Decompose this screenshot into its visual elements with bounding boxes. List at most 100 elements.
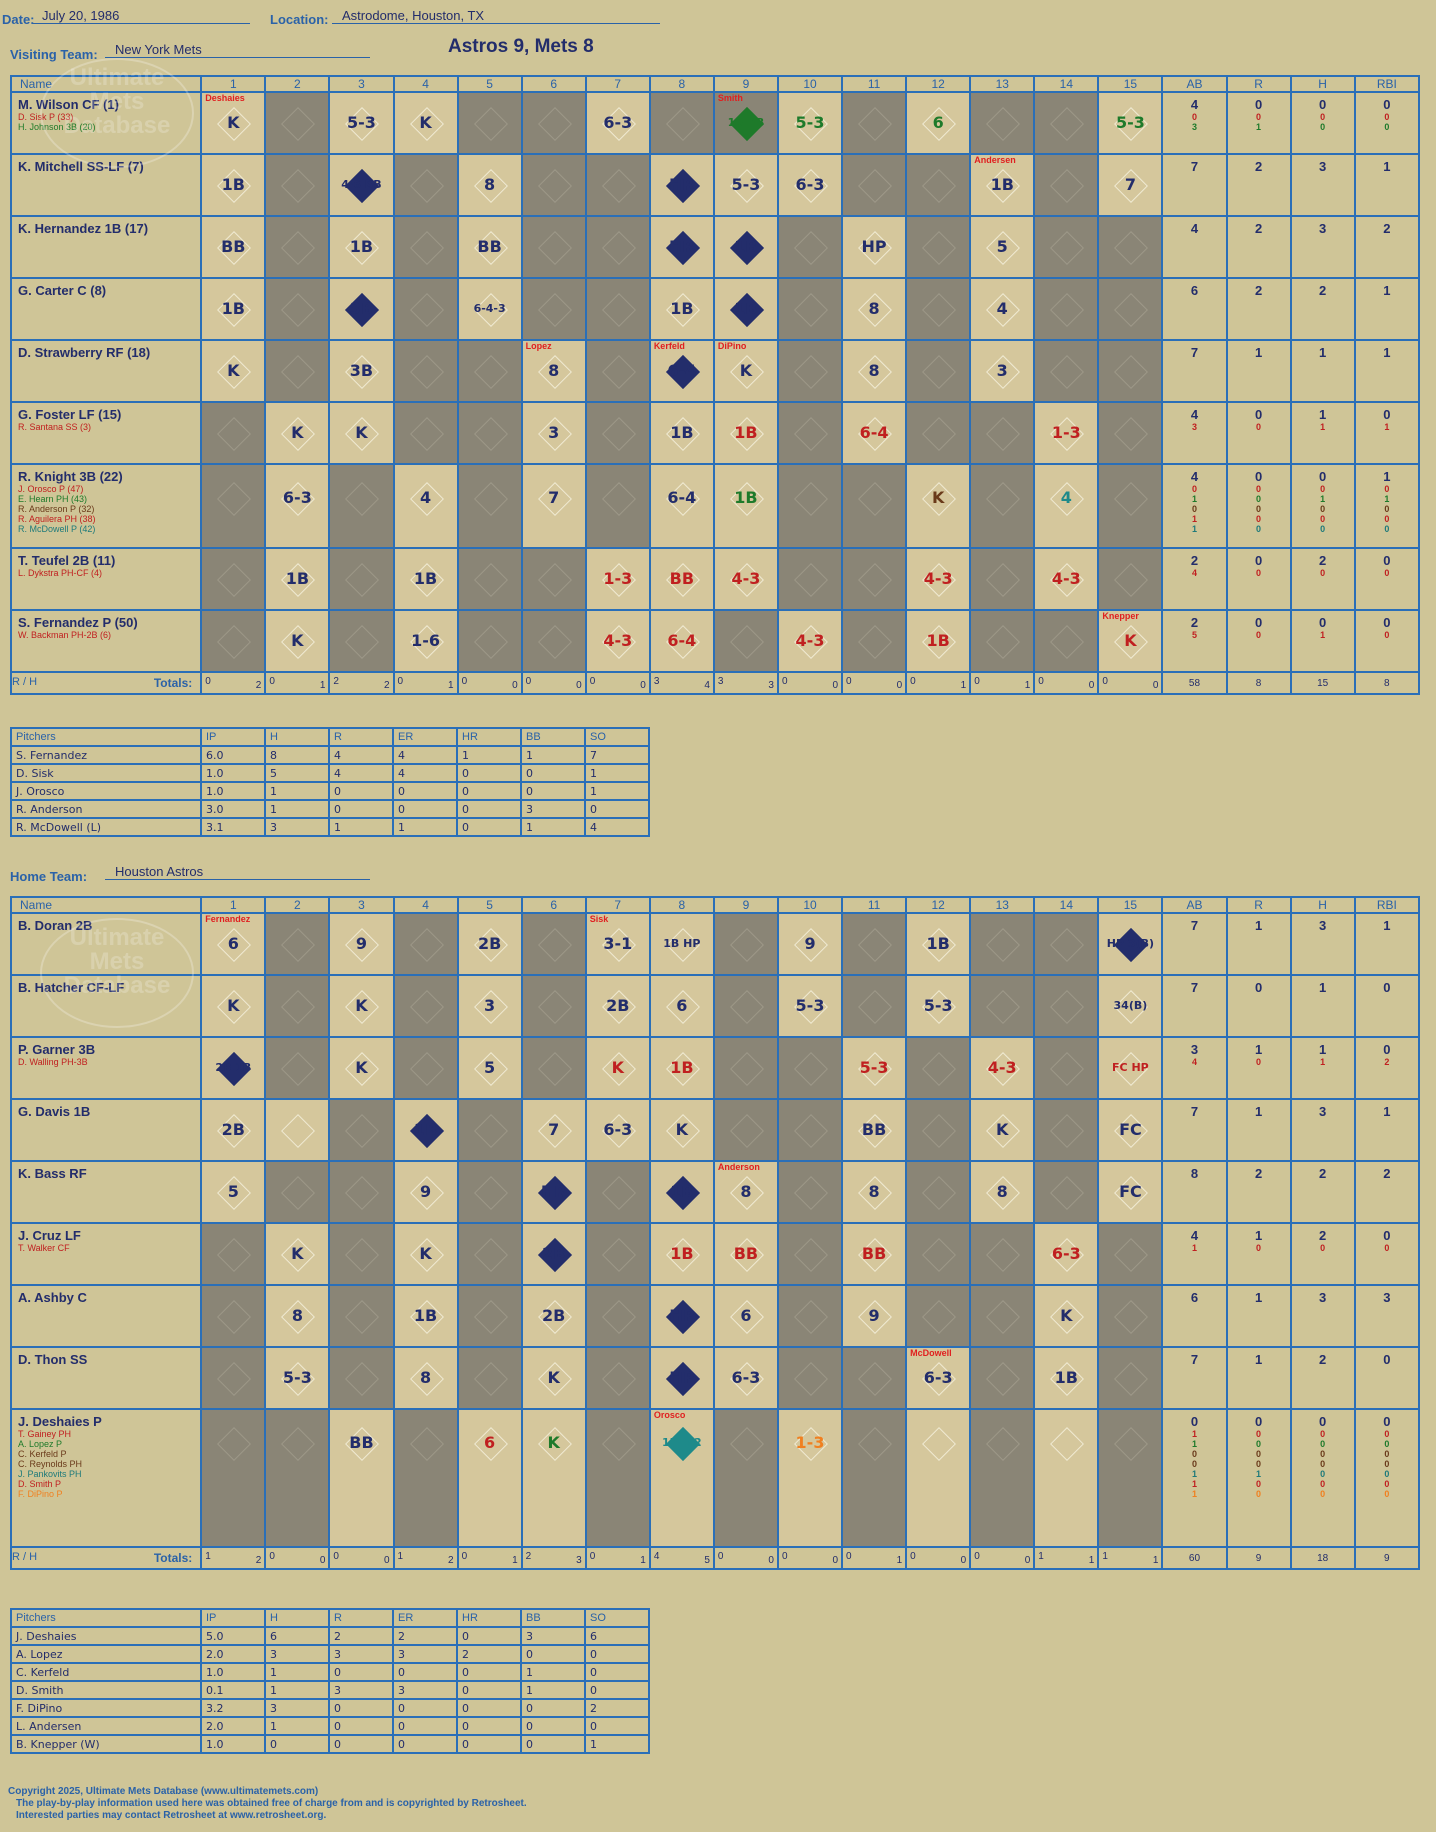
at-bat-cell: FC [1097,1160,1164,1224]
inning-header: 8 [648,75,715,93]
play-result: 4-3 [987,1058,1017,1077]
play-result: 1B [734,299,758,318]
pitcher-change-note: Lopez [525,341,552,351]
diamond-icon [537,231,572,265]
at-bat-cell: 6-3 [1033,1222,1100,1286]
diamond-icon [281,231,316,265]
diamond-icon [601,482,636,516]
player-row: T. Teufel 2B (11) L. Dykstra PH-CF (4) 1B 1… [9,547,1421,611]
inning-header: 9 [712,75,779,93]
pitcher-name: D. Sisk [10,763,202,783]
at-bat-cell: HR [648,153,715,217]
watermark-logo: Ultimate Mets Database [40,58,194,168]
at-bat-cell [969,1408,1036,1548]
at-bat-cell: HP 3(B) [1097,912,1164,976]
inning-header: 7 [584,75,651,93]
diamond-icon [473,482,508,516]
at-bat-cell: 1B [200,153,267,217]
at-bat-cell: 4 [1033,463,1100,549]
sub-stat-value: 0 [1256,1459,1262,1469]
at-bat-cell [841,153,908,217]
play-result: 5-3 [1115,113,1145,132]
pitcher-row: L. Andersen 2.0 1 0 0 0 0 0 [10,1716,650,1736]
play-result: K [419,113,432,132]
pitching-stat: 0 [392,1734,458,1754]
pitching-stat: 6.0 [200,745,266,765]
play-result: BB [669,569,695,588]
play-result: 1B [670,423,694,442]
at-bat-cell: 8 [841,1160,908,1224]
substitute-name: T. Walker CF [18,1243,70,1253]
diamond-icon [537,563,572,597]
stat-value: 1 [1383,345,1391,360]
pitcher-change-note: Smith [717,93,743,103]
at-bat-cell [264,912,331,976]
pitching-stat: 2.0 [200,1716,266,1736]
stat-value: 2 [1254,1166,1263,1181]
diamond-icon [794,563,828,597]
inning-hits: 0 [832,680,839,691]
sub-stat-value: 1 [1191,1489,1197,1499]
at-bat-cell: 1B HP [648,912,715,976]
inning-header: 3 [328,896,395,914]
pitching-stat: 0 [456,817,522,837]
player-name-cell: G. Davis 1B [9,1098,203,1162]
play-result: HP [669,1306,695,1325]
play-result: 6 [676,996,688,1015]
pitching-header: SO [584,1608,650,1628]
inning-hits: 0 [512,680,518,691]
at-bat-cell [1033,912,1100,976]
pitching-stat: 0 [520,1644,586,1664]
play-result: HP 3(B) [1106,937,1154,950]
diamond-icon [986,1238,1021,1272]
pitching-stat: 0 [456,1626,522,1646]
at-bat-cell [1033,215,1100,279]
at-bat-cell: 8 [841,339,908,403]
total-stat-cell: 60 [1161,1546,1228,1570]
player-row: B. Hatcher CF-LF K K 3 2B 6 5-3 5-3 34(B) 7 0 1 0 [9,974,1421,1038]
at-bat-cell: 1-3 [1033,401,1100,465]
play-result: 6-3 [603,113,633,132]
diamond-icon [1050,169,1085,203]
play-result: FC HP [1112,1061,1149,1074]
play-result: 8 [868,361,880,380]
at-bat-cell [1097,401,1164,465]
at-bat-cell [328,609,395,673]
player-name: G. Carter C (8) [18,283,107,298]
pitching-stat: 0 [584,1662,650,1682]
diamond-icon [1114,293,1149,327]
play-result: 8 [868,1182,880,1201]
at-bat-cell: 5 [456,1036,523,1100]
at-bat-cell [456,401,523,465]
play-result: K [931,488,945,507]
pitcher-change-note: Andersen [974,155,1016,165]
at-bat-cell [1097,339,1164,403]
inning-runs: 0 [974,1551,980,1562]
diamond-icon [1050,355,1085,389]
diamond-icon [537,928,572,962]
at-bat-cell [712,912,779,976]
stat-value: 3 [1319,1104,1327,1119]
at-bat-cell: 5-3 [328,91,395,155]
diamond-icon [794,1300,828,1334]
stat-value: 0 [1319,1414,1327,1429]
play-result: 2B [221,1120,245,1139]
pitcher-name: R. McDowell (L) [10,817,202,837]
stat-cell: 2 [1289,277,1356,341]
play-result: K [291,1244,304,1263]
pitching-stat: 1 [264,799,330,819]
inning-header: 2 [264,75,331,93]
inning-hits: 0 [960,1555,967,1566]
at-bat-cell [200,1222,267,1286]
at-bat-cell [456,1098,523,1162]
at-bat-cell: 5-3 [712,153,779,217]
play-result: 9 [419,1182,432,1201]
pitching-stat: 0 [456,1662,522,1682]
at-bat-cell [200,1408,267,1548]
play-result: K [227,361,240,380]
at-bat-cell: K [520,1346,587,1410]
at-bat-cell: 6 [905,91,972,155]
inning-runs: 0 [525,676,532,687]
